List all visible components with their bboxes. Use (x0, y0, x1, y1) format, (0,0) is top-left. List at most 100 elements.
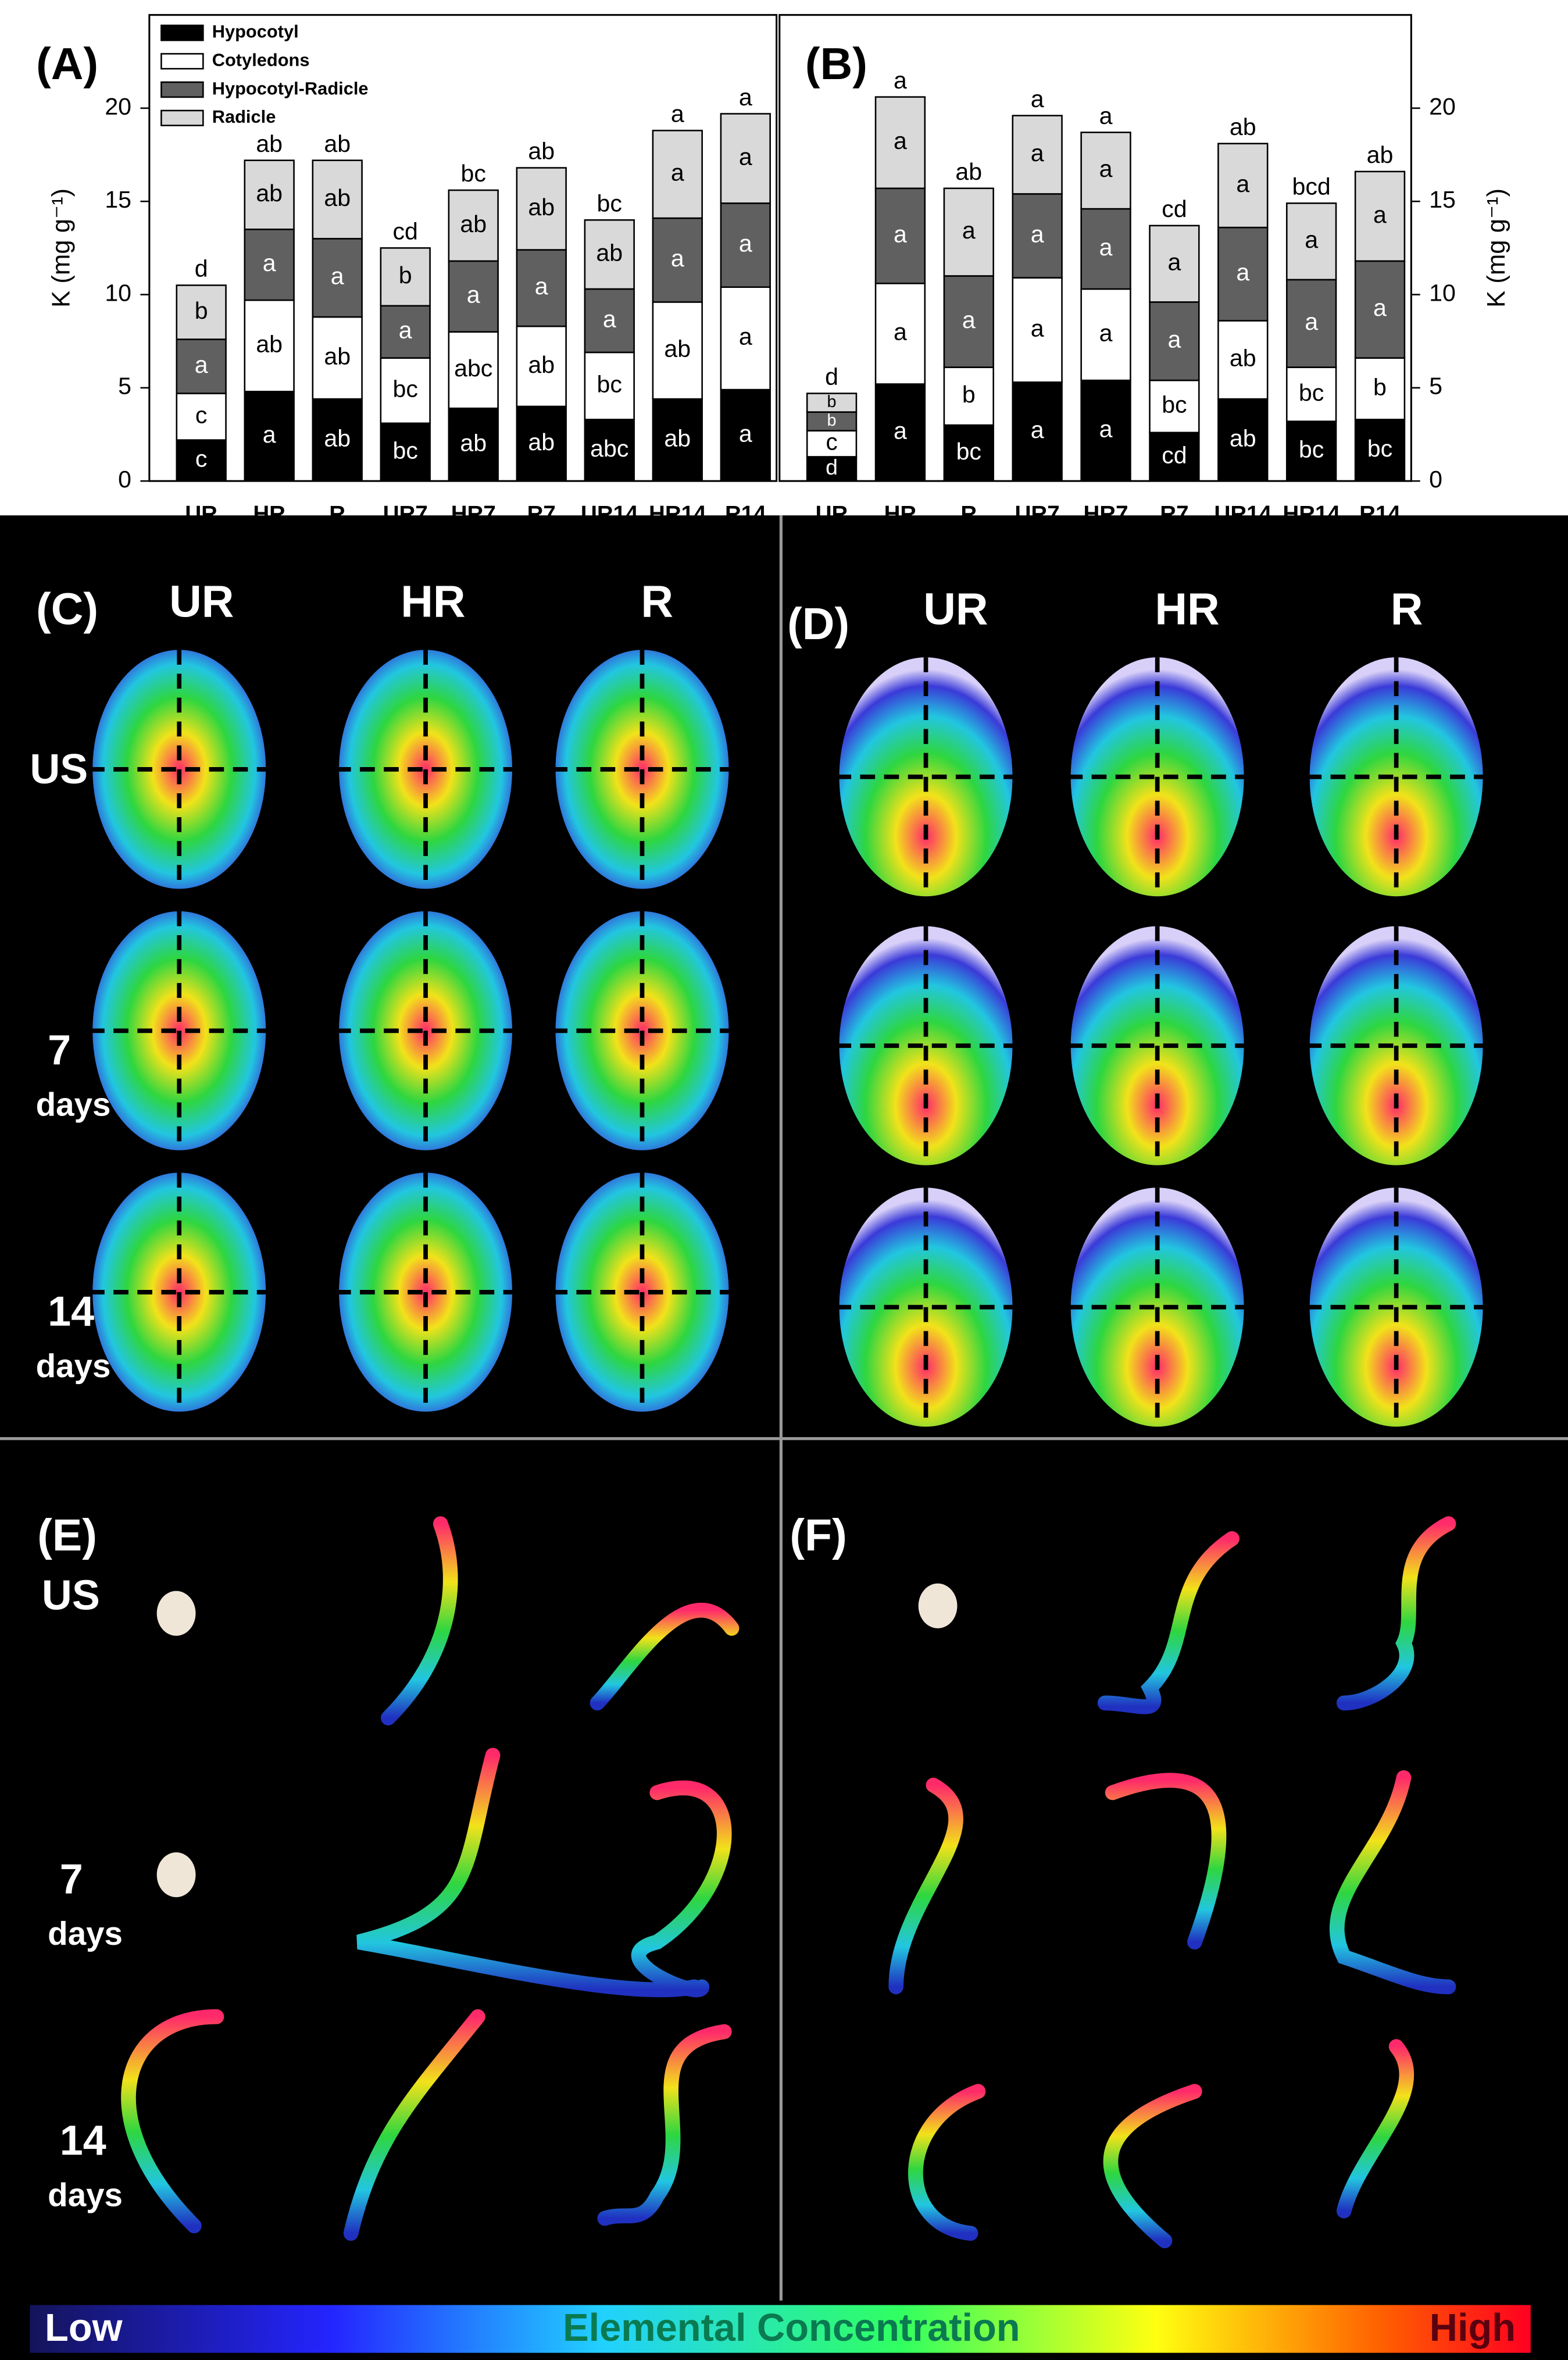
significance-letter: b (827, 393, 837, 411)
column-label: HR (401, 577, 465, 627)
bar-segment (312, 398, 363, 482)
bar-segment (516, 325, 567, 408)
total-letter: a (739, 84, 752, 110)
row-label: US (42, 1572, 100, 1619)
y-tick-label: 20 (1429, 93, 1456, 120)
significance-letter: cd (1162, 441, 1187, 468)
significance-letter: a (603, 305, 616, 332)
total-letter: cd (393, 218, 418, 245)
significance-letter: c (195, 445, 208, 472)
significance-letter: ab (324, 425, 351, 451)
significance-letter: a (739, 323, 752, 350)
total-letter: a (671, 101, 684, 127)
significance-letter: a (1305, 308, 1318, 335)
root-map (343, 2009, 485, 2241)
significance-letter: a (1167, 326, 1181, 353)
significance-letter: ab (664, 425, 691, 451)
row-label: days (36, 1086, 111, 1122)
x-tick-label: R (960, 501, 977, 526)
seed (156, 1852, 196, 1898)
y-tick-label: 15 (105, 186, 131, 213)
root-map (1336, 2039, 1415, 2219)
total-letter: ab (955, 158, 982, 185)
significance-letter: bc (393, 437, 418, 464)
bar-segment (312, 159, 363, 240)
significance-letter: a (962, 306, 976, 333)
significance-letter: a (739, 143, 752, 170)
significance-letter: a (535, 273, 548, 300)
root-map (590, 1603, 740, 1711)
bar-segment (1354, 419, 1406, 482)
column-label: R (641, 577, 673, 627)
significance-letter: a (1305, 226, 1318, 253)
bar-segment (874, 96, 926, 190)
y-tick-label: 5 (1429, 373, 1442, 400)
legend-label: Hypocotyl (212, 22, 299, 42)
bar-segment (584, 419, 635, 482)
total-letter: ab (528, 138, 555, 165)
bar-segment (652, 398, 703, 482)
significance-letter: ab (596, 239, 623, 266)
y-tick-label: 10 (1429, 279, 1456, 306)
significance-letter: ab (324, 343, 351, 369)
bar-segment (1012, 115, 1063, 195)
significance-letter: ab (256, 331, 283, 358)
row-label: 7 (48, 1027, 71, 1074)
root-map (1329, 1770, 1456, 1995)
bar-segment (943, 366, 994, 426)
total-letter: bcd (1292, 173, 1331, 200)
significance-letter: b (195, 297, 208, 324)
bar-segment (244, 229, 295, 301)
bar-segment (806, 456, 858, 482)
column-label: UR (169, 577, 234, 627)
bar-segment (584, 288, 635, 354)
bar-segment (943, 424, 994, 482)
significance-letter: d (826, 455, 838, 479)
significance-letter: a (195, 351, 208, 378)
significance-letter: a (962, 217, 976, 244)
significance-letter: c (826, 429, 837, 455)
significance-letter: a (894, 127, 907, 154)
significance-letter: a (739, 420, 752, 447)
bar-segment (1149, 379, 1200, 434)
significance-letter: bc (1367, 435, 1392, 462)
x-tick-label: UR (816, 501, 848, 526)
total-letter: ab (1367, 141, 1394, 168)
y-tick-label: 0 (118, 466, 131, 493)
x-tick-label: HR (253, 501, 285, 526)
significance-letter: a (1373, 201, 1387, 228)
root-map (908, 2084, 986, 2241)
significance-letter: a (1236, 170, 1249, 197)
bar-segment (244, 390, 295, 482)
panel-label: (C) (36, 584, 98, 634)
total-letter: bc (461, 160, 486, 187)
total-letter: a (1099, 102, 1113, 129)
root-map (1105, 1773, 1227, 1950)
significance-letter: b (827, 411, 837, 430)
bar-segment (720, 286, 771, 391)
bar-segment (943, 275, 994, 368)
significance-letter: a (1031, 140, 1044, 166)
x-tick-label: HR14 (649, 501, 706, 526)
significance-letter: ab (1230, 425, 1256, 451)
x-tick-label: HR14 (1283, 501, 1340, 526)
x-tick-label: R (329, 501, 345, 526)
bar-segment (652, 301, 703, 400)
bar-segment (874, 187, 926, 284)
panel-label: (E) (37, 1510, 97, 1560)
seed (918, 1583, 958, 1628)
seed (156, 1591, 196, 1636)
bar-segment (874, 283, 926, 385)
root-map (1336, 1516, 1456, 1711)
significance-letter: ab (664, 336, 691, 362)
bar-segment (1149, 301, 1200, 382)
colorbar-high: High (1430, 2306, 1516, 2350)
column-label: R (1391, 584, 1423, 634)
bar-segment (516, 405, 567, 482)
x-tick-label: HR7 (451, 501, 496, 526)
panel-label: (A) (36, 39, 98, 89)
significance-letter: a (671, 245, 684, 272)
bar-segment (1354, 260, 1406, 359)
significance-letter: a (1099, 415, 1113, 442)
